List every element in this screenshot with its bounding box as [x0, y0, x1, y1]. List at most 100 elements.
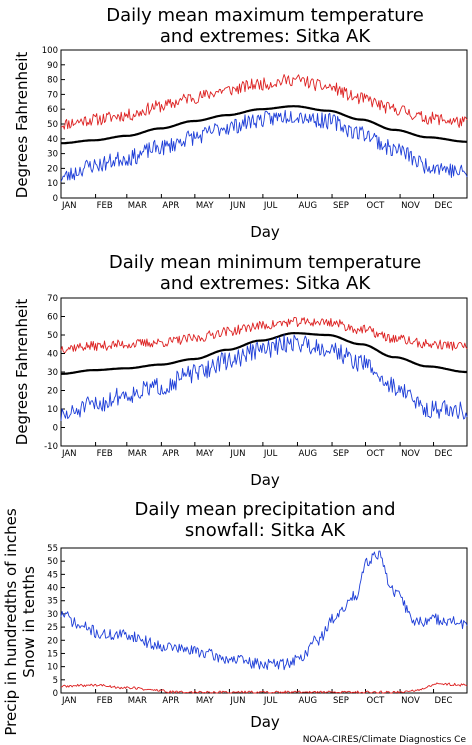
y-tick-label: 20: [47, 164, 58, 174]
x-tick-label: FEB: [97, 449, 113, 459]
y-tick-label: 35: [47, 597, 58, 607]
y-tick-label: 60: [47, 313, 58, 323]
y-tick-label: 30: [47, 150, 58, 160]
x-tick-label: FEB: [97, 201, 113, 211]
x-tick-label: JAN: [61, 201, 77, 211]
x-tick-label: NOV: [401, 201, 420, 211]
x-tick-label: FEB: [97, 696, 113, 706]
y-tick-label: 40: [47, 135, 58, 145]
y-tick-label: 50: [47, 120, 58, 130]
y-tick-label: 70: [47, 294, 58, 304]
y-tick-label: 0: [53, 194, 58, 204]
plot-frame: [60, 297, 468, 447]
y-tick-label: 40: [47, 350, 58, 360]
x-tick-label: OCT: [367, 696, 386, 706]
chart-title-line1: Daily mean maximum temperature: [106, 5, 424, 26]
chart-title-line2: and extremes: Sitka AK: [160, 273, 372, 294]
y-axis-label: Degrees Fahrenheit: [13, 52, 31, 199]
plot-area: 0 5 10 15 20 25 30 35 40 45 50 55 JAN FEB MAR APR MAY JUN…: [47, 544, 468, 706]
x-tick-label: MAY: [196, 449, 214, 459]
chart-title-line1: Daily mean minimum temperature: [109, 252, 421, 273]
series-line-1: [60, 332, 467, 375]
x-tick-label: JUL: [263, 696, 278, 706]
series-line-2: [60, 109, 468, 182]
x-tick-label: AUG: [298, 696, 317, 706]
series-line-0: [60, 316, 468, 353]
series-line-1: [60, 105, 467, 145]
y-tick-label: 80: [47, 76, 58, 86]
y-axis-label-secondary: Snow in tenths: [20, 566, 38, 678]
x-tick-label: MAY: [196, 696, 214, 706]
max-temp-chart: Daily mean maximum temperature and extre…: [13, 5, 468, 241]
y-axis-label: Degrees Fahrenheit: [13, 299, 31, 446]
y-tick-label: 50: [47, 557, 58, 567]
y-tick-label: 45: [47, 570, 58, 580]
y-axis-label: Precip in hundredths of inches: [2, 508, 20, 735]
x-tick-label: SEP: [333, 696, 349, 706]
x-tick-label: NOV: [401, 449, 420, 459]
y-tick-label: 90: [47, 61, 58, 71]
y-tick-label: 0: [53, 689, 58, 699]
x-tick-label: JAN: [61, 696, 77, 706]
x-tick-label: APR: [162, 201, 179, 211]
x-tick-label: NOV: [401, 696, 420, 706]
y-tick-label: 10: [47, 663, 58, 673]
x-tick-label: MAY: [196, 201, 214, 211]
chart-title-line1: Daily mean precipitation and: [134, 499, 395, 520]
x-tick-label: DEC: [435, 449, 453, 459]
x-tick-label: JUL: [263, 449, 278, 459]
x-tick-label: DEC: [435, 201, 453, 211]
y-tick-label: 100: [42, 46, 58, 56]
plot-frame: [60, 49, 468, 199]
plot-area: -10 0 10 20 30 40 50 60 70 JAN FEB MAR APR MAY JUN JUL A…: [44, 294, 468, 459]
x-tick-label: SEP: [333, 201, 349, 211]
series-line-1: [60, 682, 468, 694]
series-line-0: [60, 550, 468, 671]
min-temp-chart: Daily mean minimum temperature and extre…: [13, 252, 468, 489]
x-axis-label: Day: [250, 223, 280, 241]
y-tick-label: 10: [47, 179, 58, 189]
chart-title-line2: and extremes: Sitka AK: [160, 26, 372, 47]
x-tick-label: AUG: [298, 449, 317, 459]
y-tick-label: 30: [47, 368, 58, 378]
x-tick-label: MAR: [128, 449, 147, 459]
x-tick-label: APR: [162, 449, 179, 459]
chart-title-line2: snowfall: Sitka AK: [185, 520, 346, 541]
x-tick-label: DEC: [435, 696, 453, 706]
credit-text: NOAA-CIRES/Climate Diagnostics Ce: [303, 735, 467, 745]
y-tick-label: 55: [47, 544, 58, 554]
x-tick-label: APR: [162, 696, 179, 706]
y-tick-label: 20: [47, 636, 58, 646]
y-tick-label: 40: [47, 584, 58, 594]
series-line-2: [60, 334, 468, 421]
x-tick-label: OCT: [367, 449, 386, 459]
precip-chart: Daily mean precipitation and snowfall: S…: [2, 499, 468, 736]
y-tick-label: 5: [53, 676, 58, 686]
y-tick-label: 25: [47, 623, 58, 633]
y-tick-label: 70: [47, 90, 58, 100]
x-tick-label: JUN: [229, 201, 245, 211]
plot-frame: [60, 547, 468, 694]
series-line-0: [60, 74, 468, 130]
x-tick-label: JAN: [61, 449, 77, 459]
x-tick-label: MAR: [128, 696, 147, 706]
y-tick-label: 0: [53, 424, 58, 434]
x-tick-label: MAR: [128, 201, 147, 211]
x-tick-label: JUL: [263, 201, 278, 211]
y-tick-label: 20: [47, 387, 58, 397]
x-tick-label: SEP: [333, 449, 349, 459]
x-tick-label: JUN: [229, 696, 245, 706]
y-tick-label: 60: [47, 105, 58, 115]
x-axis-label: Day: [250, 471, 280, 489]
plot-area: 0 10 20 30 40 50 60 70 80 90 100 JAN FEB MAR APR MAY JUN…: [42, 46, 468, 211]
y-tick-label: 15: [47, 649, 58, 659]
y-tick-label: -10: [44, 442, 58, 452]
x-tick-label: OCT: [367, 201, 386, 211]
x-axis-label: Day: [250, 713, 280, 731]
y-tick-label: 30: [47, 610, 58, 620]
y-tick-label: 50: [47, 331, 58, 341]
x-tick-label: AUG: [298, 201, 317, 211]
x-tick-label: JUN: [229, 449, 245, 459]
y-tick-label: 10: [47, 405, 58, 415]
